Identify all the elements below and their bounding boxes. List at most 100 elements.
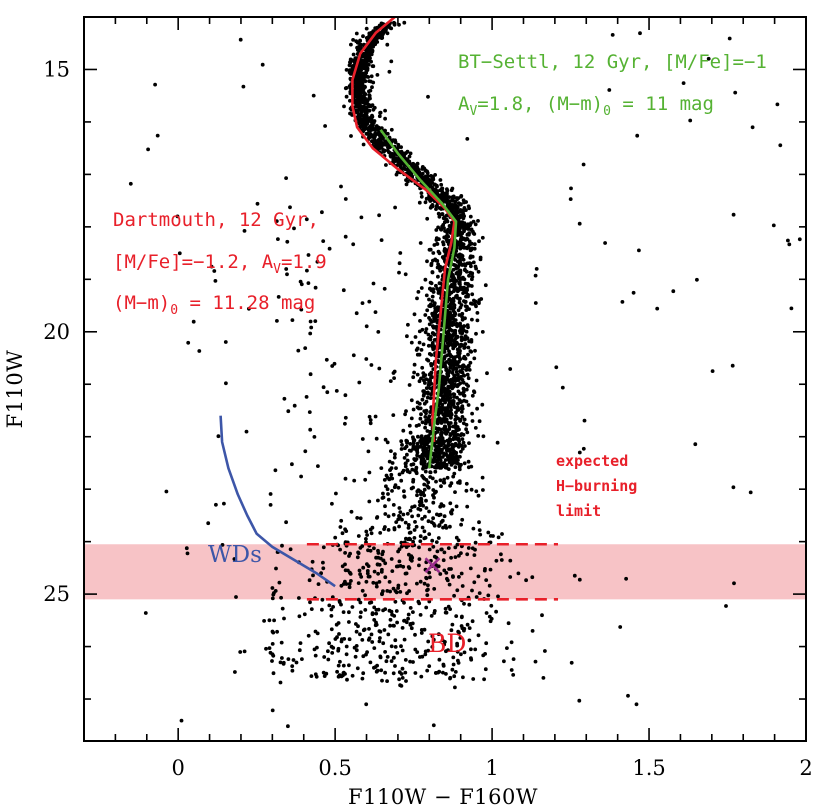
star-point (368, 527, 373, 532)
star-point (413, 335, 418, 339)
star-point (316, 464, 320, 468)
x-tick-label: 0 (171, 756, 184, 780)
star-point (491, 534, 495, 538)
star-point (464, 399, 469, 404)
star-point (441, 388, 446, 393)
star-point (143, 611, 148, 615)
star-point (456, 308, 461, 313)
star-point (775, 102, 780, 107)
star-point (481, 653, 486, 658)
star-point (344, 94, 349, 99)
star-point (350, 64, 355, 68)
star-point (446, 343, 451, 348)
star-point (408, 151, 413, 156)
star-point (437, 462, 442, 467)
star-point (280, 606, 285, 611)
star-point (343, 393, 348, 398)
star-point (424, 293, 429, 298)
star-point (402, 20, 407, 25)
star-point (377, 580, 382, 584)
star-point (349, 509, 354, 514)
star-point (417, 445, 421, 449)
star-point (444, 452, 448, 456)
dartmouth-annotation-line3: (M−m)0 = 11.28 mag (113, 292, 315, 318)
star-point (459, 285, 463, 290)
star-point (469, 656, 473, 660)
star-point (415, 581, 419, 586)
star-point (372, 605, 377, 610)
star-point (397, 514, 401, 518)
star-point (389, 449, 393, 453)
star-point (428, 286, 432, 291)
wd-cooling-sequence-line (219, 415, 336, 588)
star-point (347, 620, 351, 624)
star-point (415, 493, 419, 498)
star-point (224, 381, 228, 386)
star-point (280, 656, 284, 660)
star-point (364, 702, 369, 707)
star-point (415, 453, 419, 458)
star-point (360, 588, 365, 593)
star-point (462, 328, 466, 333)
star-point (368, 44, 373, 49)
star-point (372, 665, 376, 670)
star-point (450, 300, 455, 305)
star-point (448, 364, 453, 369)
star-point (330, 364, 335, 368)
star-point (404, 409, 408, 413)
star-point (386, 528, 391, 532)
star-point (459, 241, 463, 245)
star-point (444, 248, 449, 252)
star-point (472, 246, 477, 251)
star-point (453, 421, 458, 426)
star-point (466, 376, 471, 381)
star-point (414, 445, 419, 449)
star-point (348, 551, 352, 556)
star-point (459, 522, 463, 527)
star-point (322, 655, 327, 659)
star-point (339, 639, 344, 644)
star-point (425, 308, 430, 313)
star-point (428, 280, 433, 285)
star-point (357, 107, 362, 112)
star-point (452, 451, 456, 456)
star-point (359, 610, 363, 615)
star-point (410, 505, 414, 509)
star-point (381, 558, 386, 563)
star-point (418, 319, 422, 323)
star-point (534, 267, 539, 271)
star-point (425, 593, 430, 597)
star-point (361, 654, 366, 659)
star-point (286, 409, 291, 414)
star-point (403, 520, 408, 525)
star-point (339, 583, 344, 588)
star-point (499, 552, 503, 557)
star-point (467, 206, 471, 211)
star-point (450, 370, 455, 375)
star-point (460, 584, 465, 588)
star-point (439, 207, 444, 211)
star-point (306, 281, 311, 285)
star-point (472, 242, 477, 247)
star-point (284, 176, 288, 181)
star-point (348, 60, 352, 64)
star-point (543, 649, 547, 653)
star-point (416, 167, 421, 172)
star-point (275, 319, 279, 323)
star-point (285, 272, 289, 277)
star-point (437, 416, 442, 420)
star-point (389, 466, 394, 470)
star-point (423, 425, 427, 430)
star-point (223, 340, 228, 344)
star-point (400, 666, 405, 671)
star-point (348, 98, 352, 103)
star-point (470, 411, 474, 416)
star-point (431, 344, 436, 348)
star-point (308, 427, 313, 432)
star-point (626, 693, 630, 698)
star-point (464, 481, 469, 486)
star-point (369, 632, 374, 637)
star-point (442, 196, 447, 201)
star-point (391, 371, 396, 375)
star-point (432, 301, 437, 306)
